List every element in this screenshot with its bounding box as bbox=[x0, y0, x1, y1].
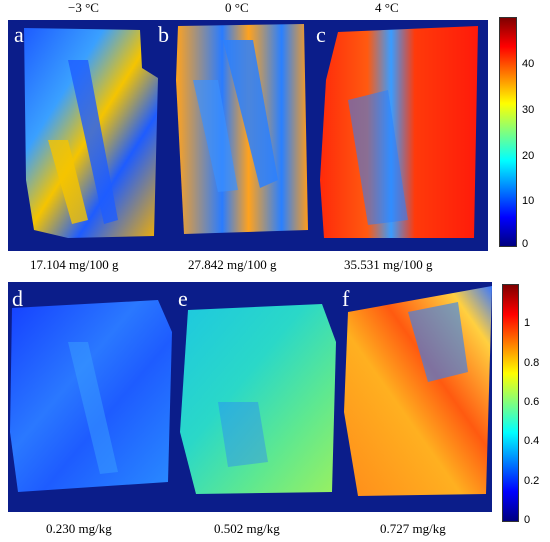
bottom-colorbar-tick-0-8: 0.8 bbox=[524, 357, 540, 369]
bottom-colorbar-tick-0-2: 0.2 bbox=[524, 475, 540, 487]
sample-e-heatmap bbox=[180, 304, 336, 494]
bottom-colorbar-tick-1: 1 bbox=[524, 317, 531, 329]
top-colorbar-tick-20: 20 bbox=[522, 150, 535, 162]
bottom-heatmaps bbox=[10, 286, 492, 496]
top-colorbar bbox=[499, 17, 517, 247]
sample-c-heatmap bbox=[320, 26, 478, 238]
panel-letter-a: a bbox=[14, 22, 24, 47]
bottom-colorbar-tick-0-6: 0.6 bbox=[524, 396, 540, 408]
temperature-label-b: 0 °C bbox=[225, 0, 249, 15]
concentration-f: 0.727 mg/kg bbox=[380, 521, 446, 536]
concentration-a: 17.104 mg/100 g bbox=[30, 257, 119, 272]
top-colorbar-tick-30: 30 bbox=[522, 104, 535, 116]
top-colorbar-tick-10: 10 bbox=[522, 195, 535, 207]
concentration-d: 0.230 mg/kg bbox=[46, 521, 112, 536]
panel-letter-c: c bbox=[316, 22, 326, 47]
bottom-image-panel: d e f bbox=[8, 282, 492, 512]
temperature-label-a: −3 °C bbox=[68, 0, 99, 15]
top-colorbar-tick-0: 0 bbox=[522, 238, 529, 250]
top-colorbar-tick-40: 40 bbox=[522, 58, 535, 70]
panel-letter-e: e bbox=[178, 286, 188, 311]
top-heatmaps bbox=[24, 24, 478, 238]
concentration-c: 35.531 mg/100 g bbox=[344, 257, 433, 272]
bottom-colorbar-tick-0-4: 0.4 bbox=[524, 435, 540, 447]
bottom-colorbar-tick-0: 0 bbox=[524, 514, 531, 526]
sample-b-heatmap bbox=[176, 24, 308, 234]
panel-letter-f: f bbox=[342, 286, 350, 311]
panel-letter-b: b bbox=[158, 22, 169, 47]
top-image-panel: a b c bbox=[8, 20, 488, 251]
concentration-e: 0.502 mg/kg bbox=[214, 521, 280, 536]
concentration-b: 27.842 mg/100 g bbox=[188, 257, 277, 272]
bottom-colorbar bbox=[502, 284, 519, 522]
panel-letter-d: d bbox=[12, 286, 23, 311]
temperature-label-c: 4 °C bbox=[375, 0, 399, 15]
